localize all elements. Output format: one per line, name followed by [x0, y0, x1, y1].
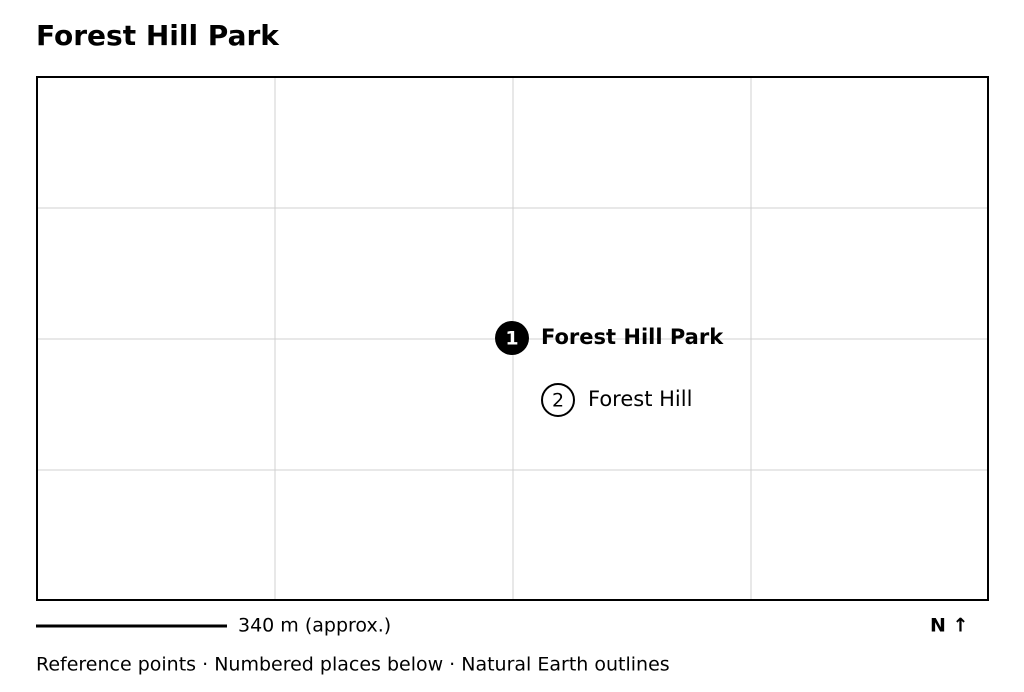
map-footer: Reference points · Numbered places below…	[36, 654, 670, 676]
map-title: Forest Hill Park	[36, 19, 280, 52]
map-frame	[36, 76, 989, 601]
place-marker: 2 Forest Hill	[541, 383, 692, 417]
marker-number: 2	[552, 390, 564, 412]
marker-circle	[495, 321, 529, 355]
north-arrow: N ↑	[930, 615, 968, 637]
place-label: Forest Hill	[588, 387, 692, 411]
marker-number: 1	[505, 328, 518, 350]
scale-label: 340 m (approx.)	[238, 615, 391, 637]
place-label: Forest Hill Park	[541, 325, 724, 349]
marker-circle	[541, 383, 575, 417]
place-marker: 1 Forest Hill Park	[495, 321, 724, 355]
